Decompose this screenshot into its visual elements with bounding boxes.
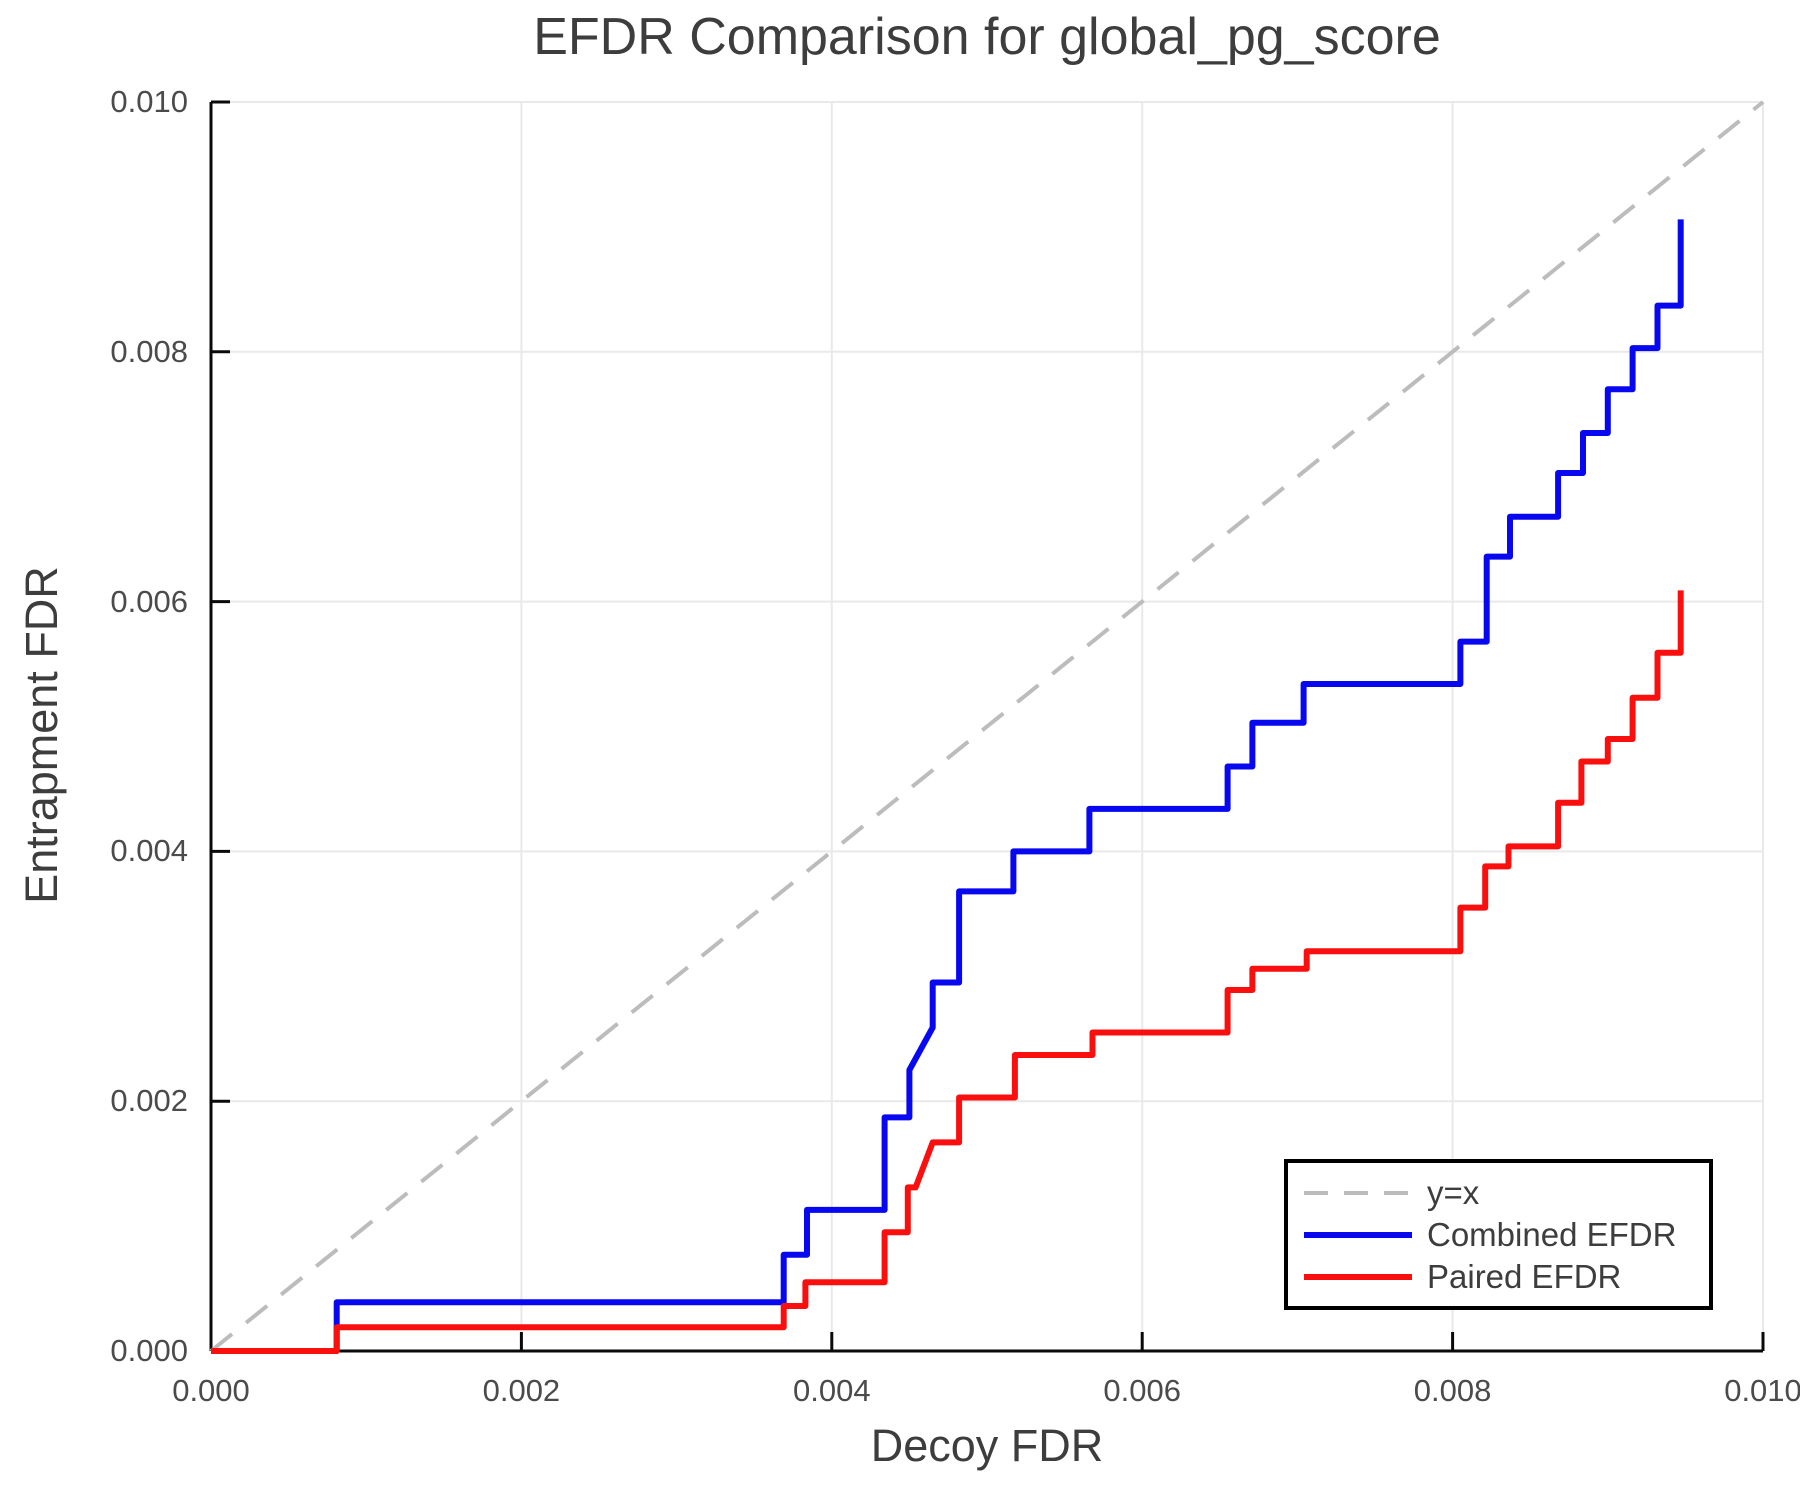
y-tick-label: 0.008 bbox=[110, 333, 188, 369]
y-axis-label-text: Entrapment FDR bbox=[16, 566, 67, 904]
series-paired-efdr bbox=[211, 590, 1684, 1354]
x-tick-label: 0.008 bbox=[1413, 1373, 1492, 1408]
combined-efdr-line-swatch bbox=[1304, 1231, 1412, 1238]
paired-efdr-line-swatch bbox=[1304, 1273, 1412, 1280]
x-tick-label: 0.004 bbox=[793, 1373, 871, 1408]
legend-item-combined-efdr: Combined EFDR bbox=[1304, 1216, 1709, 1254]
legend-label-paired-efdr: Paired EFDR bbox=[1427, 1257, 1622, 1295]
chart-title: EFDR Comparison for global_pg_score bbox=[533, 8, 1441, 66]
data-series bbox=[209, 100, 1765, 1354]
legend-label-identity: y=x bbox=[1427, 1173, 1480, 1211]
x-tick-label: 0.000 bbox=[172, 1373, 250, 1408]
x-tick-label: 0.010 bbox=[1724, 1373, 1800, 1408]
series-combined-efdr bbox=[211, 219, 1684, 1354]
identity-line-swatch bbox=[1304, 1190, 1412, 1195]
y-tick-label: 0.000 bbox=[110, 1333, 188, 1368]
legend-label-combined-efdr: Combined EFDR bbox=[1427, 1215, 1677, 1253]
legend-item-paired-efdr: Paired EFDR bbox=[1304, 1258, 1709, 1296]
legend-item-identity: y=x bbox=[1304, 1174, 1709, 1212]
y-tick-label: 0.004 bbox=[110, 833, 188, 869]
x-axis-label: Decoy FDR bbox=[870, 1420, 1104, 1471]
x-tick-label: 0.006 bbox=[1103, 1373, 1181, 1408]
gridlines bbox=[211, 101, 1764, 1351]
y-tick-label: 0.006 bbox=[110, 583, 188, 619]
x-tick-label: 0.002 bbox=[482, 1373, 561, 1408]
axes-spines bbox=[209, 102, 1763, 1353]
y-tick-label: 0.010 bbox=[110, 84, 188, 119]
series-y-x bbox=[209, 100, 1765, 1353]
y-tick-label: 0.002 bbox=[110, 1083, 188, 1119]
legend: y=x Combined EFDR Paired EFDR bbox=[1284, 1159, 1713, 1310]
